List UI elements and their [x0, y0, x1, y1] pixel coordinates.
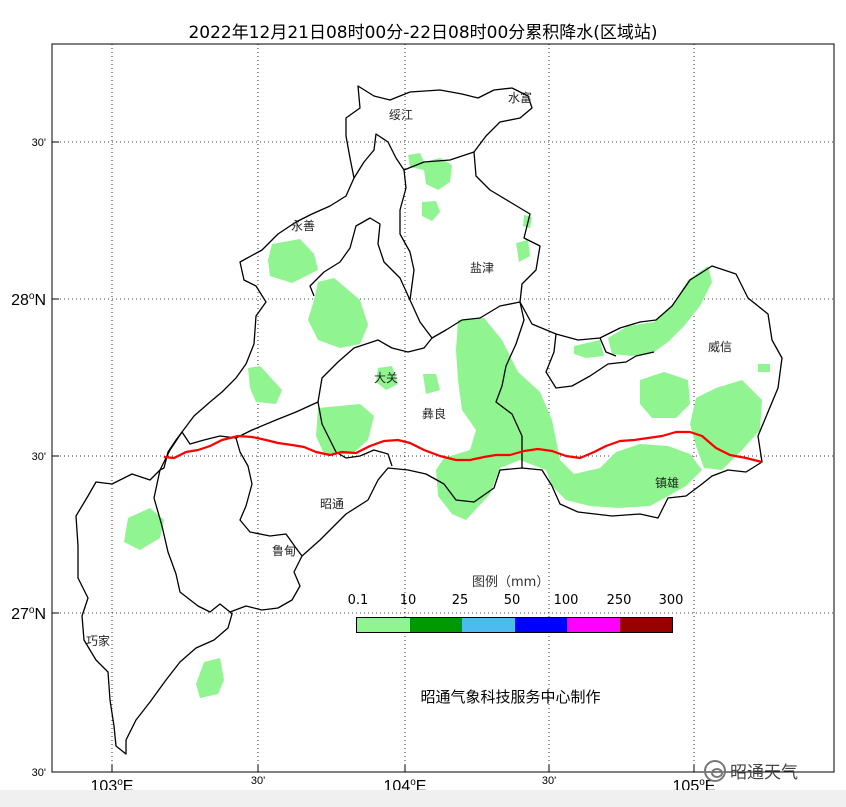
county-boundary-yanjin: [403, 151, 475, 171]
place-label-yiliang: 彝良: [422, 406, 446, 421]
county-boundary-zhaotong: [317, 401, 393, 467]
precip-area: [376, 366, 398, 390]
watermark-text: 昭通天气: [730, 763, 798, 783]
place-label-daguan: 大关: [374, 371, 398, 385]
footer-strip: [0, 790, 846, 807]
legend-swatch: [409, 618, 462, 632]
legend-swatch: [514, 618, 567, 632]
precip-area: [574, 340, 604, 358]
precip-area: [640, 372, 690, 418]
legend-label: 100: [553, 593, 579, 608]
county-boundary-zhenxiong: [599, 337, 617, 357]
place-label-yongshan: 永善: [291, 218, 315, 233]
county-boundary-yiliang-east: [495, 301, 525, 468]
precip-area: [408, 153, 452, 190]
precip-area: [690, 380, 762, 470]
wechat-icon: [704, 759, 726, 782]
map-title: 2022年12月21日08时00分-22日08时00分累积降水(区域站): [188, 23, 658, 43]
legend-label: 300: [658, 593, 684, 608]
precip-area: [516, 240, 530, 262]
y-tick-label: 30': [32, 137, 46, 149]
legend-swatch: [619, 618, 672, 632]
watermark: 昭通天气: [704, 758, 798, 783]
legend-swatch: [357, 618, 410, 632]
y-tick-label: 27oN: [11, 605, 46, 623]
precip-area: [308, 278, 368, 348]
precip-area: [268, 239, 318, 283]
precip-area: [248, 366, 282, 404]
legend-label: 50: [503, 593, 521, 608]
precip-area: [608, 266, 712, 356]
place-label-ludian: 鲁甸: [272, 544, 296, 558]
x-tick-label: 30': [542, 775, 556, 787]
place-label-zhenxiong: 镇雄: [655, 475, 679, 490]
legend-label: 0.1: [347, 593, 369, 608]
county-boundary-ludian-west: [159, 431, 183, 471]
axes-frame: [51, 43, 835, 773]
precip-area: [124, 508, 164, 550]
county-boundary-daguan: [309, 217, 411, 301]
county-boundary-weixin: [545, 333, 655, 389]
precip-areas: [124, 153, 770, 698]
y-tick-labels: 30' 28oN 30' 27oN 30': [11, 137, 46, 779]
legend-label: 10: [399, 593, 417, 608]
legend-swatch: [462, 618, 515, 632]
place-label-shuifu: 水富: [508, 90, 532, 105]
precip-area: [196, 658, 224, 698]
place-label-yanjin: 盐津: [470, 261, 494, 275]
county-boundary-yiliang-north: [431, 301, 521, 339]
county-boundaries: [75, 85, 783, 755]
place-label-zhaotong: 昭通: [320, 497, 344, 511]
county-boundary-ludian: [235, 437, 303, 557]
county-boundary-yongshan: [181, 133, 433, 445]
legend-colorbar: [356, 617, 673, 633]
precip-area: [423, 374, 440, 394]
place-labels: 绥江 水富 永善 盐津 大关 彝良 威信 镇雄 昭通 鲁甸 巧家: [86, 90, 732, 648]
credit-text: 昭通气象科技服务中心制作: [420, 688, 601, 706]
legend-title: 图例（mm）: [472, 575, 550, 590]
county-boundary-qiaojia: [75, 469, 233, 755]
place-label-suijiang: 绥江: [389, 108, 413, 122]
x-tick-label: 30': [251, 775, 265, 787]
place-label-weixin: 威信: [708, 340, 732, 354]
prefecture-outline: [153, 85, 783, 613]
y-tick-label: 30': [32, 767, 46, 779]
legend-label: 250: [606, 593, 632, 608]
precip-area: [422, 201, 440, 221]
snow-line: [163, 430, 763, 464]
precip-area: [436, 318, 702, 520]
y-tick-label: 30': [32, 451, 46, 463]
y-tick-label: 28oN: [11, 291, 46, 309]
precip-area: [758, 364, 770, 372]
tick-marks: [52, 141, 695, 772]
legend-label: 25: [451, 593, 469, 608]
place-label-qiaojia: 巧家: [86, 633, 110, 648]
legend-swatch: [567, 618, 620, 632]
